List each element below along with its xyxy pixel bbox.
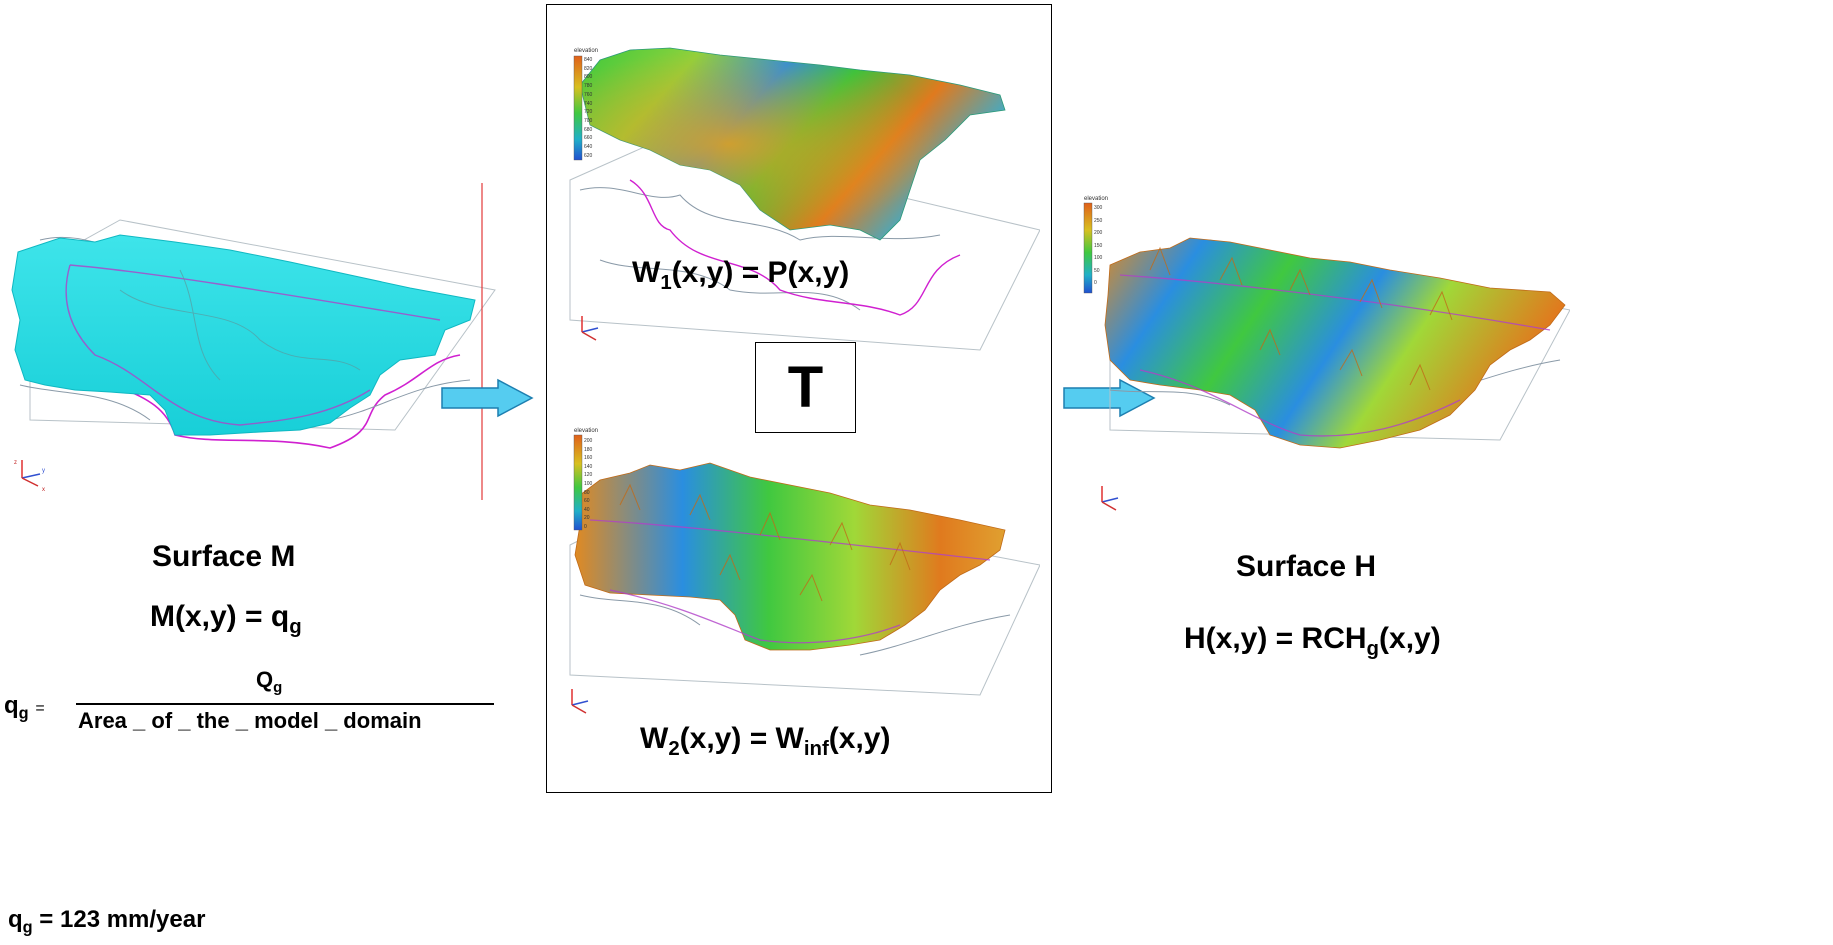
- w1-boundary: [629, 179, 961, 316]
- w1-legend-ticks: 840 820 800 780 760 740 720 700 680 660 …: [584, 57, 593, 159]
- qg-value: qg = 123 mm/year: [8, 906, 206, 937]
- svg-text:elevation: elevation: [1084, 196, 1108, 202]
- svg-text:elevation: elevation: [574, 48, 598, 54]
- surface-m-sheet: [11, 234, 476, 436]
- surface-h-title: Surface H: [1236, 550, 1377, 583]
- surface-h-spikes: [1149, 246, 1453, 391]
- w2-plot: elevation: [569, 428, 1040, 714]
- surface-m-plot: z y x: [11, 183, 496, 500]
- w1-river: [579, 187, 941, 311]
- w2-legend: elevation: [573, 428, 598, 531]
- qg-formula-lhs: qg =: [4, 692, 45, 723]
- surface-m-eq-text: M(x,y) = q: [150, 600, 290, 633]
- w2-river: [579, 594, 1011, 656]
- w2-label: W2(x,y) = Winf(x,y): [640, 722, 891, 761]
- axis-indicator-h: [1101, 486, 1119, 511]
- surface-h-legend-ticks: 300 250 200 150 100 50 0: [1094, 205, 1103, 286]
- svg-text:elevation: elevation: [574, 428, 598, 434]
- svg-text:z: z: [14, 460, 17, 466]
- axis-indicator-w2: [571, 689, 589, 714]
- surface-h-plot: elevation: [1083, 196, 1570, 511]
- w2-spikes: [619, 483, 911, 602]
- axis-indicator-w1: [581, 316, 599, 341]
- arrow-right-2: [1063, 378, 1156, 418]
- w2-surface: [574, 462, 1006, 651]
- w2-legend-ticks: 200 180 160 140 120 100 80 60 40 20 0: [584, 438, 593, 530]
- surface-h-surface: [1104, 237, 1566, 449]
- transform-box: T: [755, 342, 856, 433]
- surface-m-title: Surface M: [152, 540, 296, 573]
- transform-frame: [546, 4, 1052, 793]
- qg-numerator: Qg: [256, 667, 283, 697]
- surface-h-boundary: [1119, 274, 1551, 437]
- surface-h-legend: elevation: [1083, 196, 1108, 294]
- fraction-bar: [76, 703, 494, 705]
- svg-text:y: y: [42, 468, 45, 474]
- w1-surface-highlight: [580, 48, 1005, 240]
- arrow-right-1: [441, 378, 534, 418]
- surface-m-inner-boundary: [65, 264, 441, 426]
- w2-boundary: [589, 519, 991, 644]
- surface-m-eq-sub: g: [289, 616, 302, 639]
- qg-denominator: Area _ of _ the _ model _ domain: [78, 708, 422, 733]
- surface-h-equation: H(x,y) = RCHg(x,y): [1184, 622, 1441, 661]
- surface-m-equation: M(x,y) = qg: [150, 600, 302, 637]
- axis-indicator-m: z y x: [14, 460, 45, 493]
- svg-text:x: x: [42, 487, 45, 493]
- w1-plot: elevation: [569, 47, 1040, 351]
- surface-m-inner-river: [119, 269, 361, 381]
- w1-label: W1(x,y) = P(x,y): [632, 256, 850, 295]
- w1-legend: elevation: [573, 48, 598, 161]
- transform-label: T: [787, 355, 824, 420]
- qg-formula: qg = Qg Area _ of _ the _ model _ domain: [4, 665, 504, 745]
